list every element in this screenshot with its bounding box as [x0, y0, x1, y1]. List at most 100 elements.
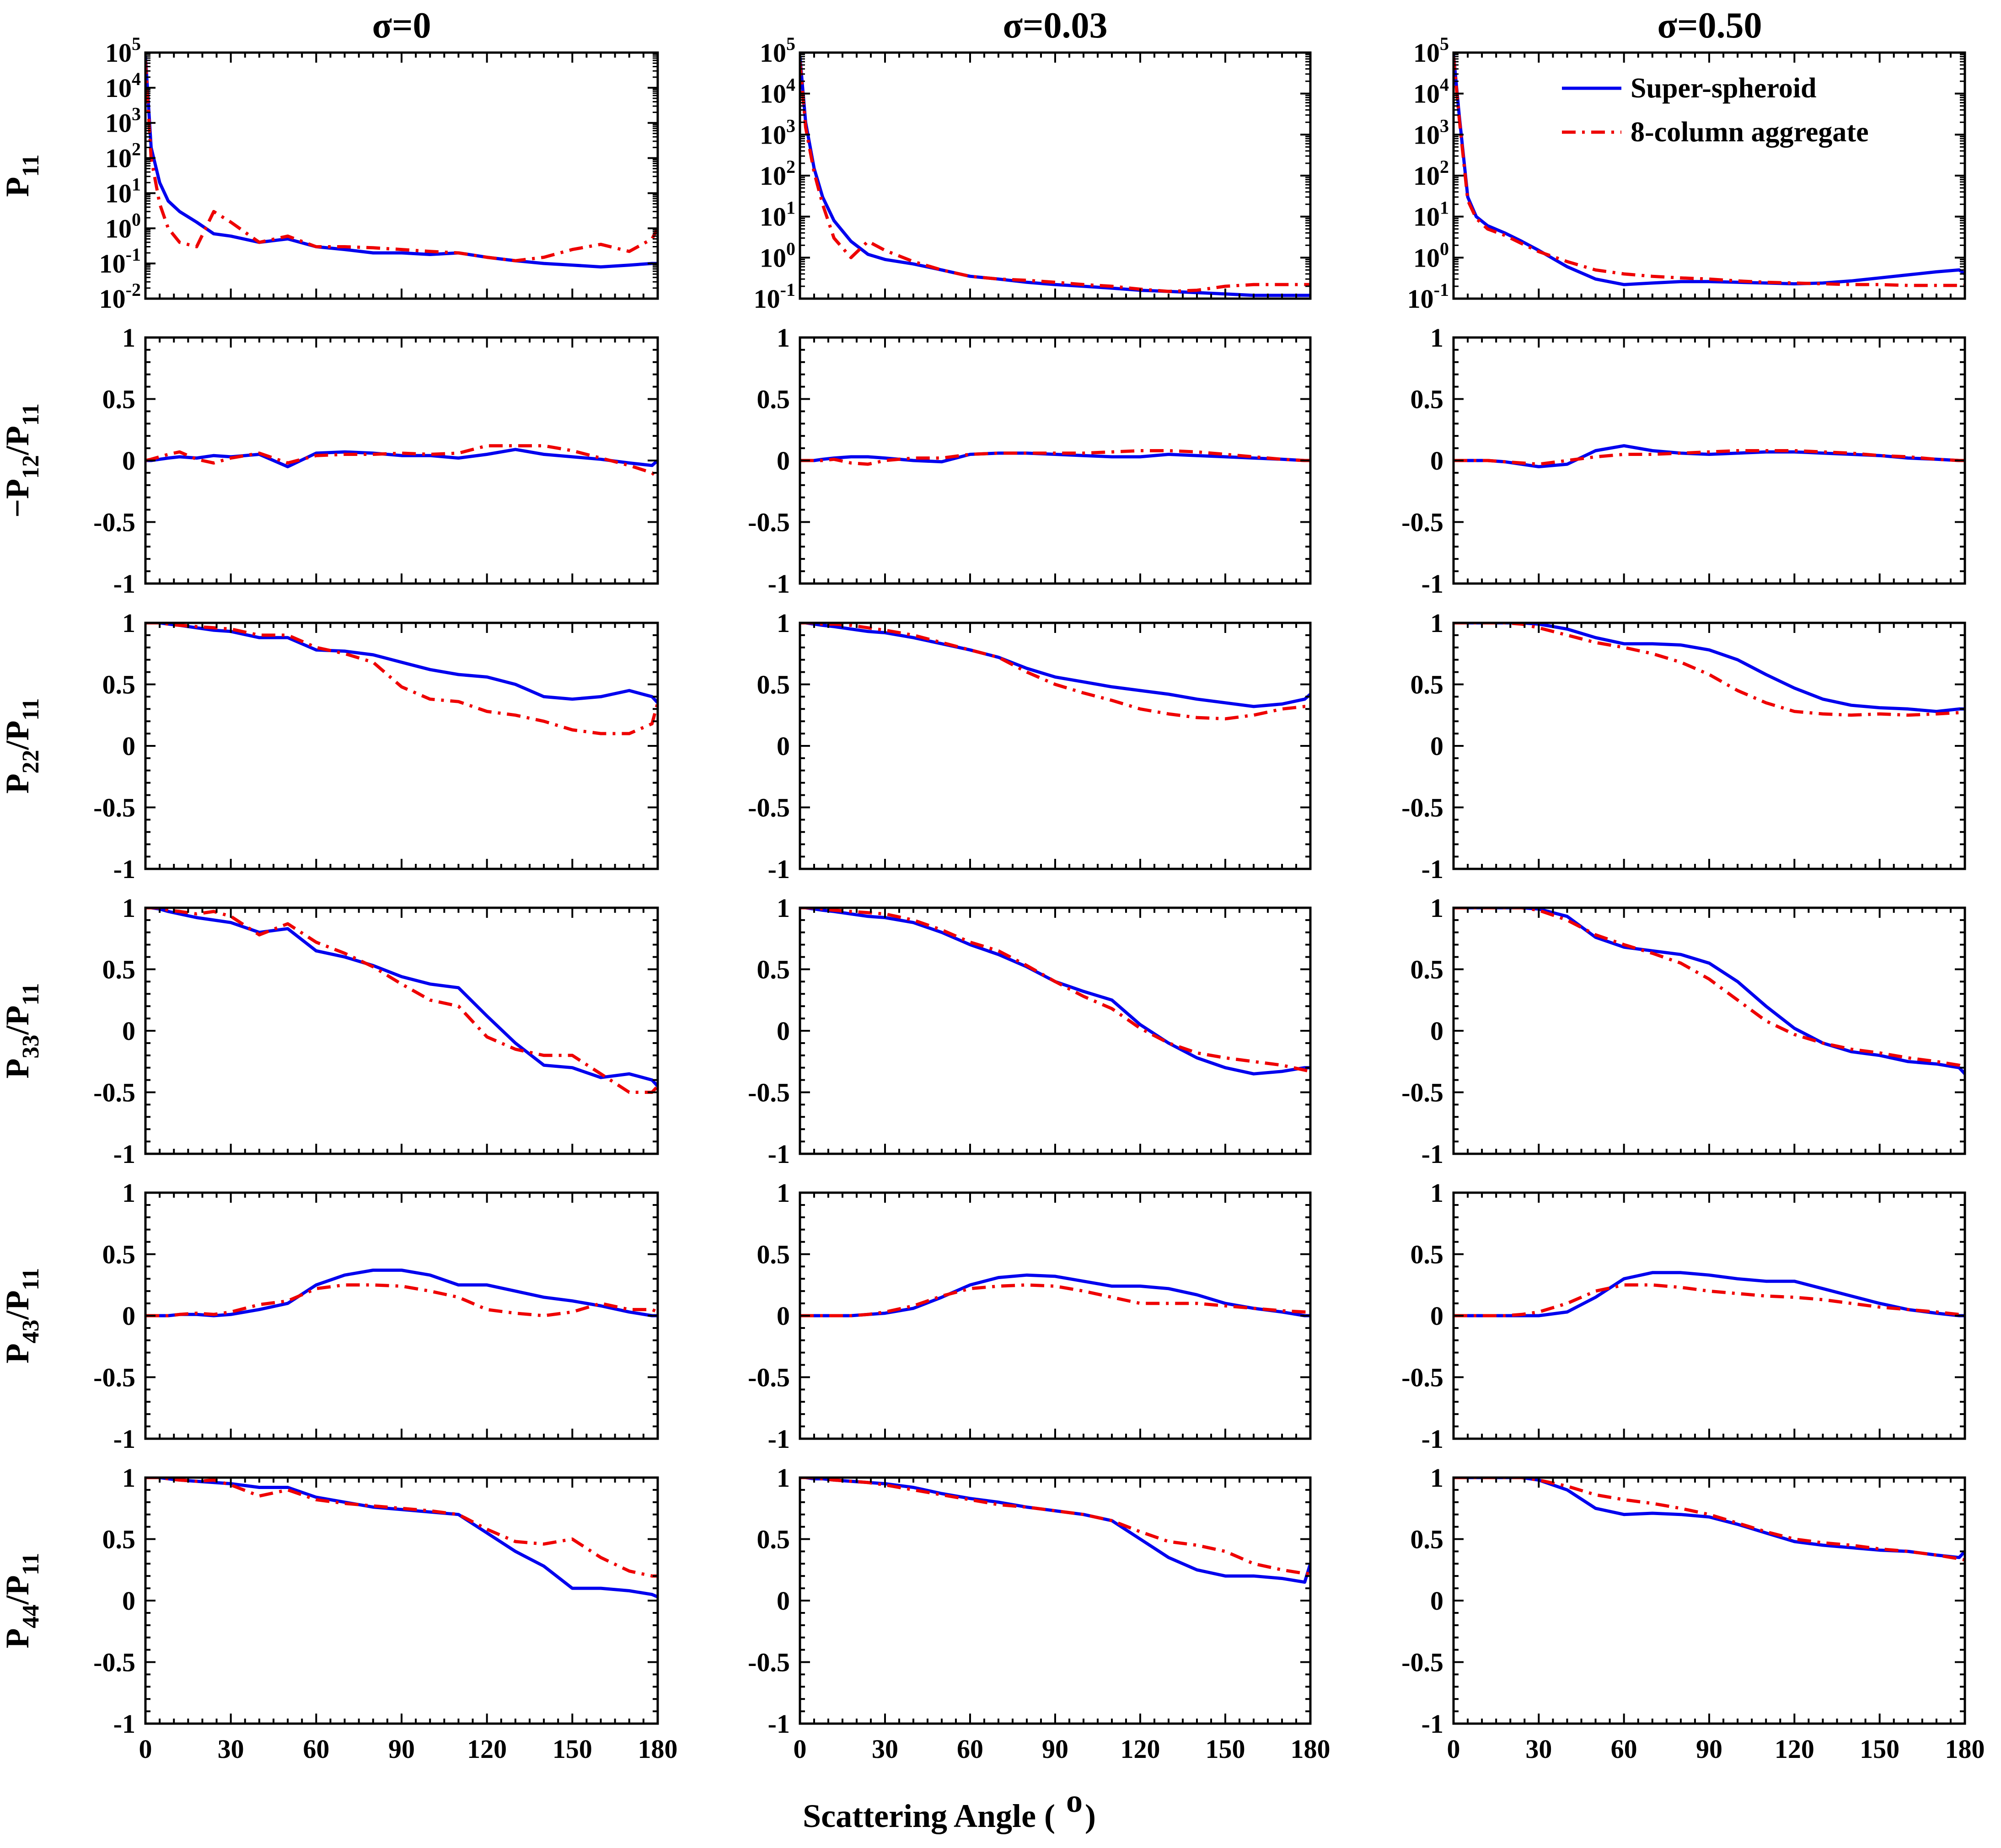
row-label-suffix-main: /P — [0, 426, 36, 455]
y-tick-label-exp: 4 — [786, 75, 795, 95]
row-label-sub: 11 — [18, 154, 44, 177]
y-tick-label: 0 — [122, 1586, 135, 1616]
panel-frame — [799, 1476, 1312, 1725]
y-tick-label: 0.5 — [757, 385, 790, 414]
y-tick-label: 105 — [760, 33, 795, 68]
x-axis-title-close-paren: ) — [1085, 1798, 1096, 1834]
y-tick-label: -1 — [113, 1709, 135, 1739]
y-tick-label: 0.5 — [102, 955, 136, 985]
y-tick-label-base: 10 — [1413, 120, 1440, 150]
panel-frame — [144, 1476, 659, 1725]
panel-r5-c1: -1 -0.5 0 0.5 1 0 30 60 90 120 150 180 — [748, 1463, 1330, 1764]
column-title-sigma-0.50: σ=0.50 — [1657, 5, 1762, 46]
x-tick-label: 0 — [794, 1734, 807, 1764]
y-tick-label: 0.5 — [1411, 385, 1444, 414]
y-tick-label-base: 10 — [760, 243, 786, 273]
y-tick-label: 0.5 — [757, 1240, 790, 1269]
y-tick-label: 1 — [122, 1178, 135, 1208]
y-tick-label-base: 10 — [105, 108, 132, 138]
x-tick-label: 30 — [218, 1734, 244, 1764]
aggregate-line — [1454, 623, 1965, 717]
y-tick-label: -0.5 — [1401, 1078, 1443, 1108]
row-label-sub: 22 — [18, 750, 44, 774]
x-tick-label: 30 — [872, 1734, 898, 1764]
y-tick-label: 102 — [760, 156, 795, 191]
y-tick-label: -0.5 — [1401, 1363, 1443, 1393]
y-tick-label: -0.5 — [1401, 1648, 1443, 1677]
y-tick-label: 0.5 — [102, 670, 136, 700]
y-tick-label-exp: 2 — [1440, 156, 1449, 177]
row-label-suffix-main: /P — [0, 721, 36, 750]
super-spheroid-line — [1454, 444, 1965, 468]
aggregate-line — [800, 623, 1310, 721]
aggregate-line — [145, 1283, 658, 1318]
y-tick-label: 1 — [122, 893, 135, 923]
y-tick-label-exp: 3 — [1440, 115, 1449, 136]
super-spheroid-line — [800, 56, 1310, 297]
panel-r2-c2: -1 -0.5 0 0.5 1 — [1401, 608, 1966, 884]
y-tick-label: 1 — [777, 323, 790, 353]
y-tick-label-base: 10 — [760, 202, 786, 232]
legend-label-0: Super-spheroid — [1631, 73, 1817, 104]
y-tick-label-exp: -1 — [780, 279, 795, 300]
row-label-sub: 43 — [18, 1320, 44, 1344]
x-tick-label: 0 — [139, 1734, 152, 1764]
super-spheroid-line — [1454, 54, 1965, 286]
row-label-main: P — [0, 479, 36, 499]
y-tick-label-base: 10 — [1407, 284, 1434, 314]
y-tick-label-exp: 0 — [132, 209, 141, 230]
super-spheroid-line — [800, 623, 1310, 708]
y-tick-label: -0.5 — [93, 1363, 135, 1393]
y-tick-label: -0.5 — [748, 508, 790, 537]
super-spheroid-line — [1454, 623, 1965, 713]
y-tick-label: -1 — [113, 569, 135, 599]
x-tick-label: 90 — [388, 1734, 415, 1764]
x-tick-label: 120 — [1775, 1734, 1814, 1764]
y-tick-label-exp: 0 — [1440, 238, 1449, 259]
y-tick-label: 10-1 — [754, 279, 795, 314]
y-tick-label: 102 — [105, 139, 141, 173]
super-spheroid-line — [800, 1478, 1310, 1584]
x-axis-title-text: Scattering Angle ( — [803, 1798, 1055, 1834]
y-tick-label: 1 — [1430, 608, 1443, 638]
y-tick-label: 10-1 — [99, 244, 141, 279]
y-tick-label: 0 — [777, 446, 790, 476]
y-tick-label: -1 — [1422, 1709, 1443, 1739]
column-title-sigma-0: σ=0 — [372, 5, 431, 46]
panel-frame — [1452, 336, 1966, 585]
y-tick-label: 0.5 — [757, 670, 790, 700]
x-tick-label: 90 — [1696, 1734, 1722, 1764]
y-tick-label: 1 — [122, 608, 135, 638]
super-spheroid-line — [800, 908, 1310, 1076]
y-tick-label: 0 — [122, 1016, 135, 1046]
aggregate-line — [800, 61, 1310, 293]
y-tick-label-base: 10 — [99, 249, 126, 279]
y-tick-label-exp: 4 — [1440, 75, 1449, 95]
y-tick-label-exp: -2 — [126, 279, 141, 300]
y-tick-label: 0.5 — [102, 385, 136, 414]
y-tick-label: 0 — [122, 1301, 135, 1331]
y-tick-label: 1 — [777, 608, 790, 638]
y-tick-label-exp: 1 — [1440, 198, 1449, 218]
y-tick-label: 0.5 — [1411, 955, 1444, 985]
row-label-suffix-sub: 11 — [18, 1268, 44, 1290]
panel-r1-c0: -1 -0.5 0 0.5 1 — [93, 323, 659, 599]
y-tick-label: 1 — [1430, 893, 1443, 923]
y-tick-label-base: 10 — [1413, 161, 1440, 191]
y-tick-label: 104 — [760, 75, 795, 109]
y-tick-label: 102 — [1413, 156, 1449, 191]
y-tick-label: 0 — [777, 1016, 790, 1046]
aggregate-line — [145, 60, 658, 262]
panel-frame — [144, 621, 659, 870]
y-tick-label: 0 — [1430, 446, 1443, 476]
y-tick-label: -0.5 — [1401, 508, 1443, 537]
super-spheroid-line — [800, 1273, 1310, 1318]
x-tick-label: 180 — [1291, 1734, 1330, 1764]
row-label-2: P22/P11 — [0, 698, 44, 793]
panel-grid: 10-210-110010110210310410510-11001011021… — [93, 33, 1985, 1764]
y-tick-label: 0 — [777, 1301, 790, 1331]
column-titles: σ=0 σ=0.03 σ=0.50 — [372, 5, 1762, 46]
